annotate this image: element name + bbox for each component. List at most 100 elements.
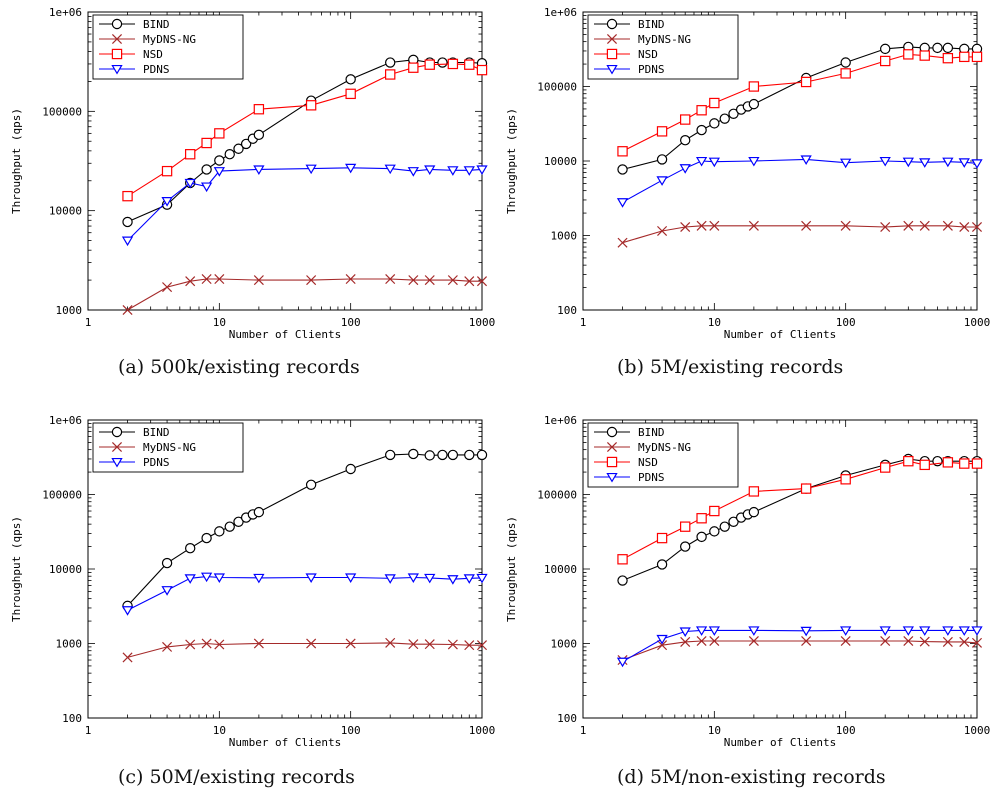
data-point-mydns-ng xyxy=(162,641,173,652)
data-point-bind xyxy=(201,532,212,544)
x-axis-label: Number of Clients xyxy=(724,328,837,340)
legend-marker-mydns-ng xyxy=(606,33,618,45)
y-tick-label: 1000 xyxy=(56,304,83,317)
series-pdns xyxy=(121,163,488,247)
data-point-pdns xyxy=(200,572,213,583)
data-point-nsd xyxy=(971,51,983,63)
data-point-bind xyxy=(719,521,730,532)
data-point-pdns xyxy=(253,165,265,175)
legend-label-nsd: NSD xyxy=(638,456,658,469)
data-point-mydns-ng xyxy=(696,635,707,647)
series-pdns xyxy=(616,155,983,208)
data-point-nsd xyxy=(971,458,983,469)
legend-marker-mydns-ng xyxy=(111,33,123,45)
panel-c: 1 10 100 1000 100 1000 10000 100000 1e+06 Number … xyxy=(0,398,495,796)
series-nsd xyxy=(617,49,983,157)
data-point-mydns-ng xyxy=(971,637,983,648)
data-point-bind xyxy=(679,541,691,552)
data-point-nsd xyxy=(942,52,954,64)
data-point-nsd xyxy=(447,58,459,70)
data-point-nsd xyxy=(464,59,475,70)
x-tick-label: 10 xyxy=(708,316,721,329)
data-point-mydns-ng xyxy=(185,639,196,650)
data-point-bind xyxy=(617,575,628,586)
data-point-bind xyxy=(719,113,730,124)
legend-label-pdns: PDNS xyxy=(638,63,665,76)
legend-label-mydns-ng: MyDNS-NG xyxy=(143,33,196,46)
data-point-bind xyxy=(184,543,196,554)
data-point-pdns xyxy=(840,626,852,636)
series-nsd xyxy=(122,58,488,202)
x-tick-label: 1 xyxy=(85,724,92,737)
panel-d: 1 10 100 1000 100 1000 10000 100000 1e+06 Number … xyxy=(495,398,990,796)
data-point-pdns xyxy=(800,626,812,637)
legend-label-pdns: PDNS xyxy=(638,471,665,484)
data-point-mydns-ng xyxy=(840,220,851,231)
data-point-pdns xyxy=(942,157,954,168)
caption-d: (d) 5M/non-existing records xyxy=(617,766,886,788)
x-tick-label: 100 xyxy=(836,316,856,329)
x-tick-label: 10 xyxy=(708,724,721,737)
data-point-nsd xyxy=(679,114,691,125)
y-tick-label: 100 xyxy=(62,712,82,725)
legend-marker-pdns xyxy=(606,64,618,75)
data-point-bind xyxy=(748,98,760,110)
legend-marker-pdns xyxy=(111,457,123,468)
data-point-nsd xyxy=(696,513,707,524)
y-tick-label: 100 xyxy=(557,712,577,725)
data-point-pdns xyxy=(345,573,357,584)
data-point-pdns xyxy=(656,176,668,186)
data-point-mydns-ng xyxy=(680,221,691,233)
data-point-mydns-ng xyxy=(214,274,225,285)
y-tick-label: 1e+06 xyxy=(49,414,82,427)
data-point-nsd xyxy=(748,486,760,497)
data-point-mydns-ng xyxy=(306,275,317,286)
series-bind xyxy=(617,41,983,175)
data-point-bind xyxy=(840,57,851,68)
data-point-bind xyxy=(345,463,356,475)
data-point-mydns-ng xyxy=(201,274,212,285)
data-point-bind xyxy=(214,526,225,537)
data-point-pdns xyxy=(253,573,265,584)
x-tick-label: 1 xyxy=(580,316,587,329)
series-line-mydns-ng xyxy=(127,642,482,658)
series-mydns-ng xyxy=(617,220,983,248)
data-point-mydns-ng xyxy=(801,635,812,647)
data-point-pdns xyxy=(184,574,196,584)
data-point-pdns xyxy=(384,164,396,175)
data-point-mydns-ng xyxy=(201,638,212,649)
panel-b: 1 10 100 1000 100 1000 10000 100000 1e+06 Number … xyxy=(495,0,990,398)
data-point-mydns-ng xyxy=(680,636,691,647)
data-point-nsd xyxy=(214,128,225,139)
data-point-pdns xyxy=(679,164,691,174)
data-point-pdns xyxy=(800,155,812,165)
legend-marker-nsd xyxy=(606,48,618,60)
legend-marker-pdns xyxy=(606,472,618,483)
data-point-bind xyxy=(408,448,419,460)
legend-label-bind: BIND xyxy=(638,18,665,31)
plot-frame xyxy=(582,419,978,719)
y-tick-label: 10000 xyxy=(49,205,82,218)
data-point-bind xyxy=(122,216,133,228)
y-tick-label: 1e+06 xyxy=(544,414,577,427)
data-point-mydns-ng xyxy=(959,221,970,233)
series-mydns-ng xyxy=(122,637,488,663)
data-point-mydns-ng xyxy=(306,638,317,649)
data-point-pdns xyxy=(424,165,436,175)
series-line-nsd xyxy=(127,63,483,197)
data-point-mydns-ng xyxy=(657,225,668,237)
data-point-mydns-ng xyxy=(748,635,759,647)
data-point-mydns-ng xyxy=(122,304,133,316)
data-point-pdns xyxy=(476,573,488,584)
data-point-nsd xyxy=(201,137,212,149)
x-tick-label: 100 xyxy=(341,724,361,737)
data-point-nsd xyxy=(880,462,891,473)
data-point-nsd xyxy=(656,126,668,137)
data-point-mydns-ng xyxy=(385,637,396,648)
data-point-mydns-ng xyxy=(345,638,356,649)
data-point-pdns xyxy=(616,657,629,668)
data-point-pdns xyxy=(840,158,852,169)
data-point-nsd xyxy=(408,62,419,73)
data-point-mydns-ng xyxy=(385,274,396,285)
